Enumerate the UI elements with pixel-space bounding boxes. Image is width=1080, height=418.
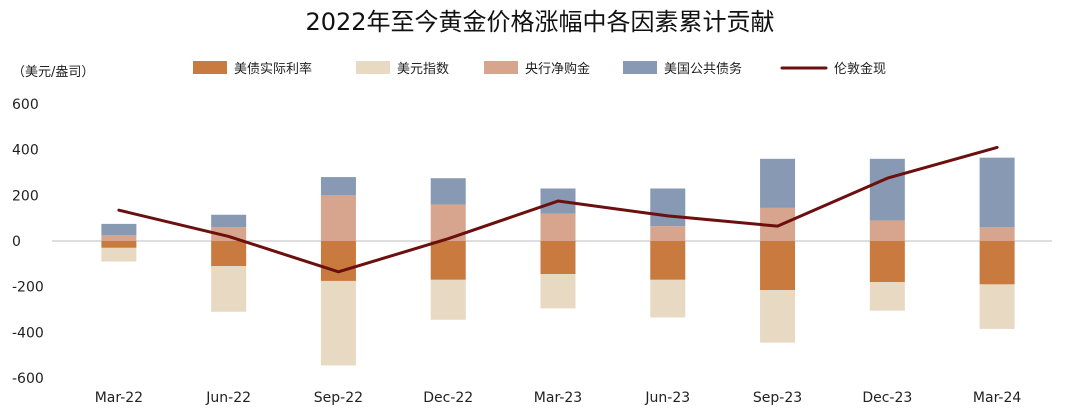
y-tick-label: -600	[12, 371, 44, 387]
bar-segment	[650, 279, 686, 318]
chart-title: 2022年至今黄金价格涨幅中各因素累计贡献	[305, 8, 774, 36]
bar-segment	[760, 290, 796, 343]
y-tick-label: 600	[12, 97, 39, 113]
bar-segment	[540, 213, 576, 241]
bar-segment	[760, 158, 796, 208]
x-tick-label: Sep-23	[753, 390, 802, 406]
bar-segment	[650, 226, 686, 241]
unit-label: （美元/盎司）	[12, 65, 94, 80]
bar-segment	[760, 241, 796, 291]
y-tick-label: -400	[12, 325, 44, 341]
legend-swatch	[356, 61, 390, 74]
bar-segment	[650, 241, 686, 280]
y-tick-label: 200	[12, 188, 39, 204]
bar-segment	[101, 247, 137, 262]
bar-segment	[869, 282, 905, 311]
y-tick-label: 400	[12, 143, 39, 159]
legend-label: 美元指数	[397, 62, 449, 77]
y-tick-label: 0	[12, 234, 21, 250]
bars	[101, 157, 1015, 366]
gold-price-line	[117, 145, 999, 274]
x-tick-label: Jun-23	[644, 390, 690, 406]
bar-segment	[320, 280, 356, 366]
legend-label: 伦敦金现	[834, 61, 886, 77]
bar-segment	[979, 241, 1015, 285]
bar-segment	[540, 274, 576, 309]
x-tick-label: Mar-22	[95, 390, 143, 406]
x-tick-label: Mar-23	[534, 390, 582, 406]
bar-segment	[320, 177, 356, 196]
bar-segment	[869, 158, 905, 221]
bar-segment	[430, 241, 466, 280]
bar-segment	[211, 227, 247, 241]
legend-swatch	[623, 61, 657, 74]
x-tick-label: Mar-24	[973, 390, 1021, 406]
legend-swatch	[484, 61, 518, 74]
bar-segment	[211, 214, 247, 228]
bar-segment	[869, 220, 905, 241]
bar-segment	[101, 223, 137, 236]
tick-layer: -600 -400 -200 0 200 400 600 Mar-22 Jun-22 Sep-22…	[12, 97, 1021, 406]
bar-segment	[101, 241, 137, 248]
bar-segment	[650, 188, 686, 227]
bar-segment	[101, 235, 137, 241]
bar-segment	[320, 195, 356, 241]
bar-segment	[430, 178, 466, 205]
legend-label: 美国公共债务	[664, 61, 742, 77]
bar-segment	[430, 279, 466, 320]
x-tick-label: Jun-22	[205, 390, 251, 406]
bar-segment	[211, 241, 247, 267]
y-tick-label: -200	[12, 280, 44, 296]
legend-label: 美债实际利率	[234, 61, 312, 77]
bar-segment	[211, 266, 247, 312]
x-tick-label: Dec-22	[423, 390, 473, 406]
bar-segment	[979, 227, 1015, 241]
bar-segment	[540, 241, 576, 275]
legend-label: 央行净购金	[525, 61, 590, 77]
x-tick-label: Dec-23	[862, 390, 912, 406]
bar-segment	[869, 241, 905, 283]
legend-swatch	[193, 61, 227, 74]
x-tick-label: Sep-22	[314, 390, 363, 406]
legend: 美债实际利率 美元指数 央行净购金 美国公共债务 伦敦金现	[193, 61, 886, 77]
bar-segment	[979, 284, 1015, 329]
bar-segment	[979, 157, 1015, 228]
line-layer	[117, 145, 999, 274]
bar-segment	[320, 241, 356, 281]
